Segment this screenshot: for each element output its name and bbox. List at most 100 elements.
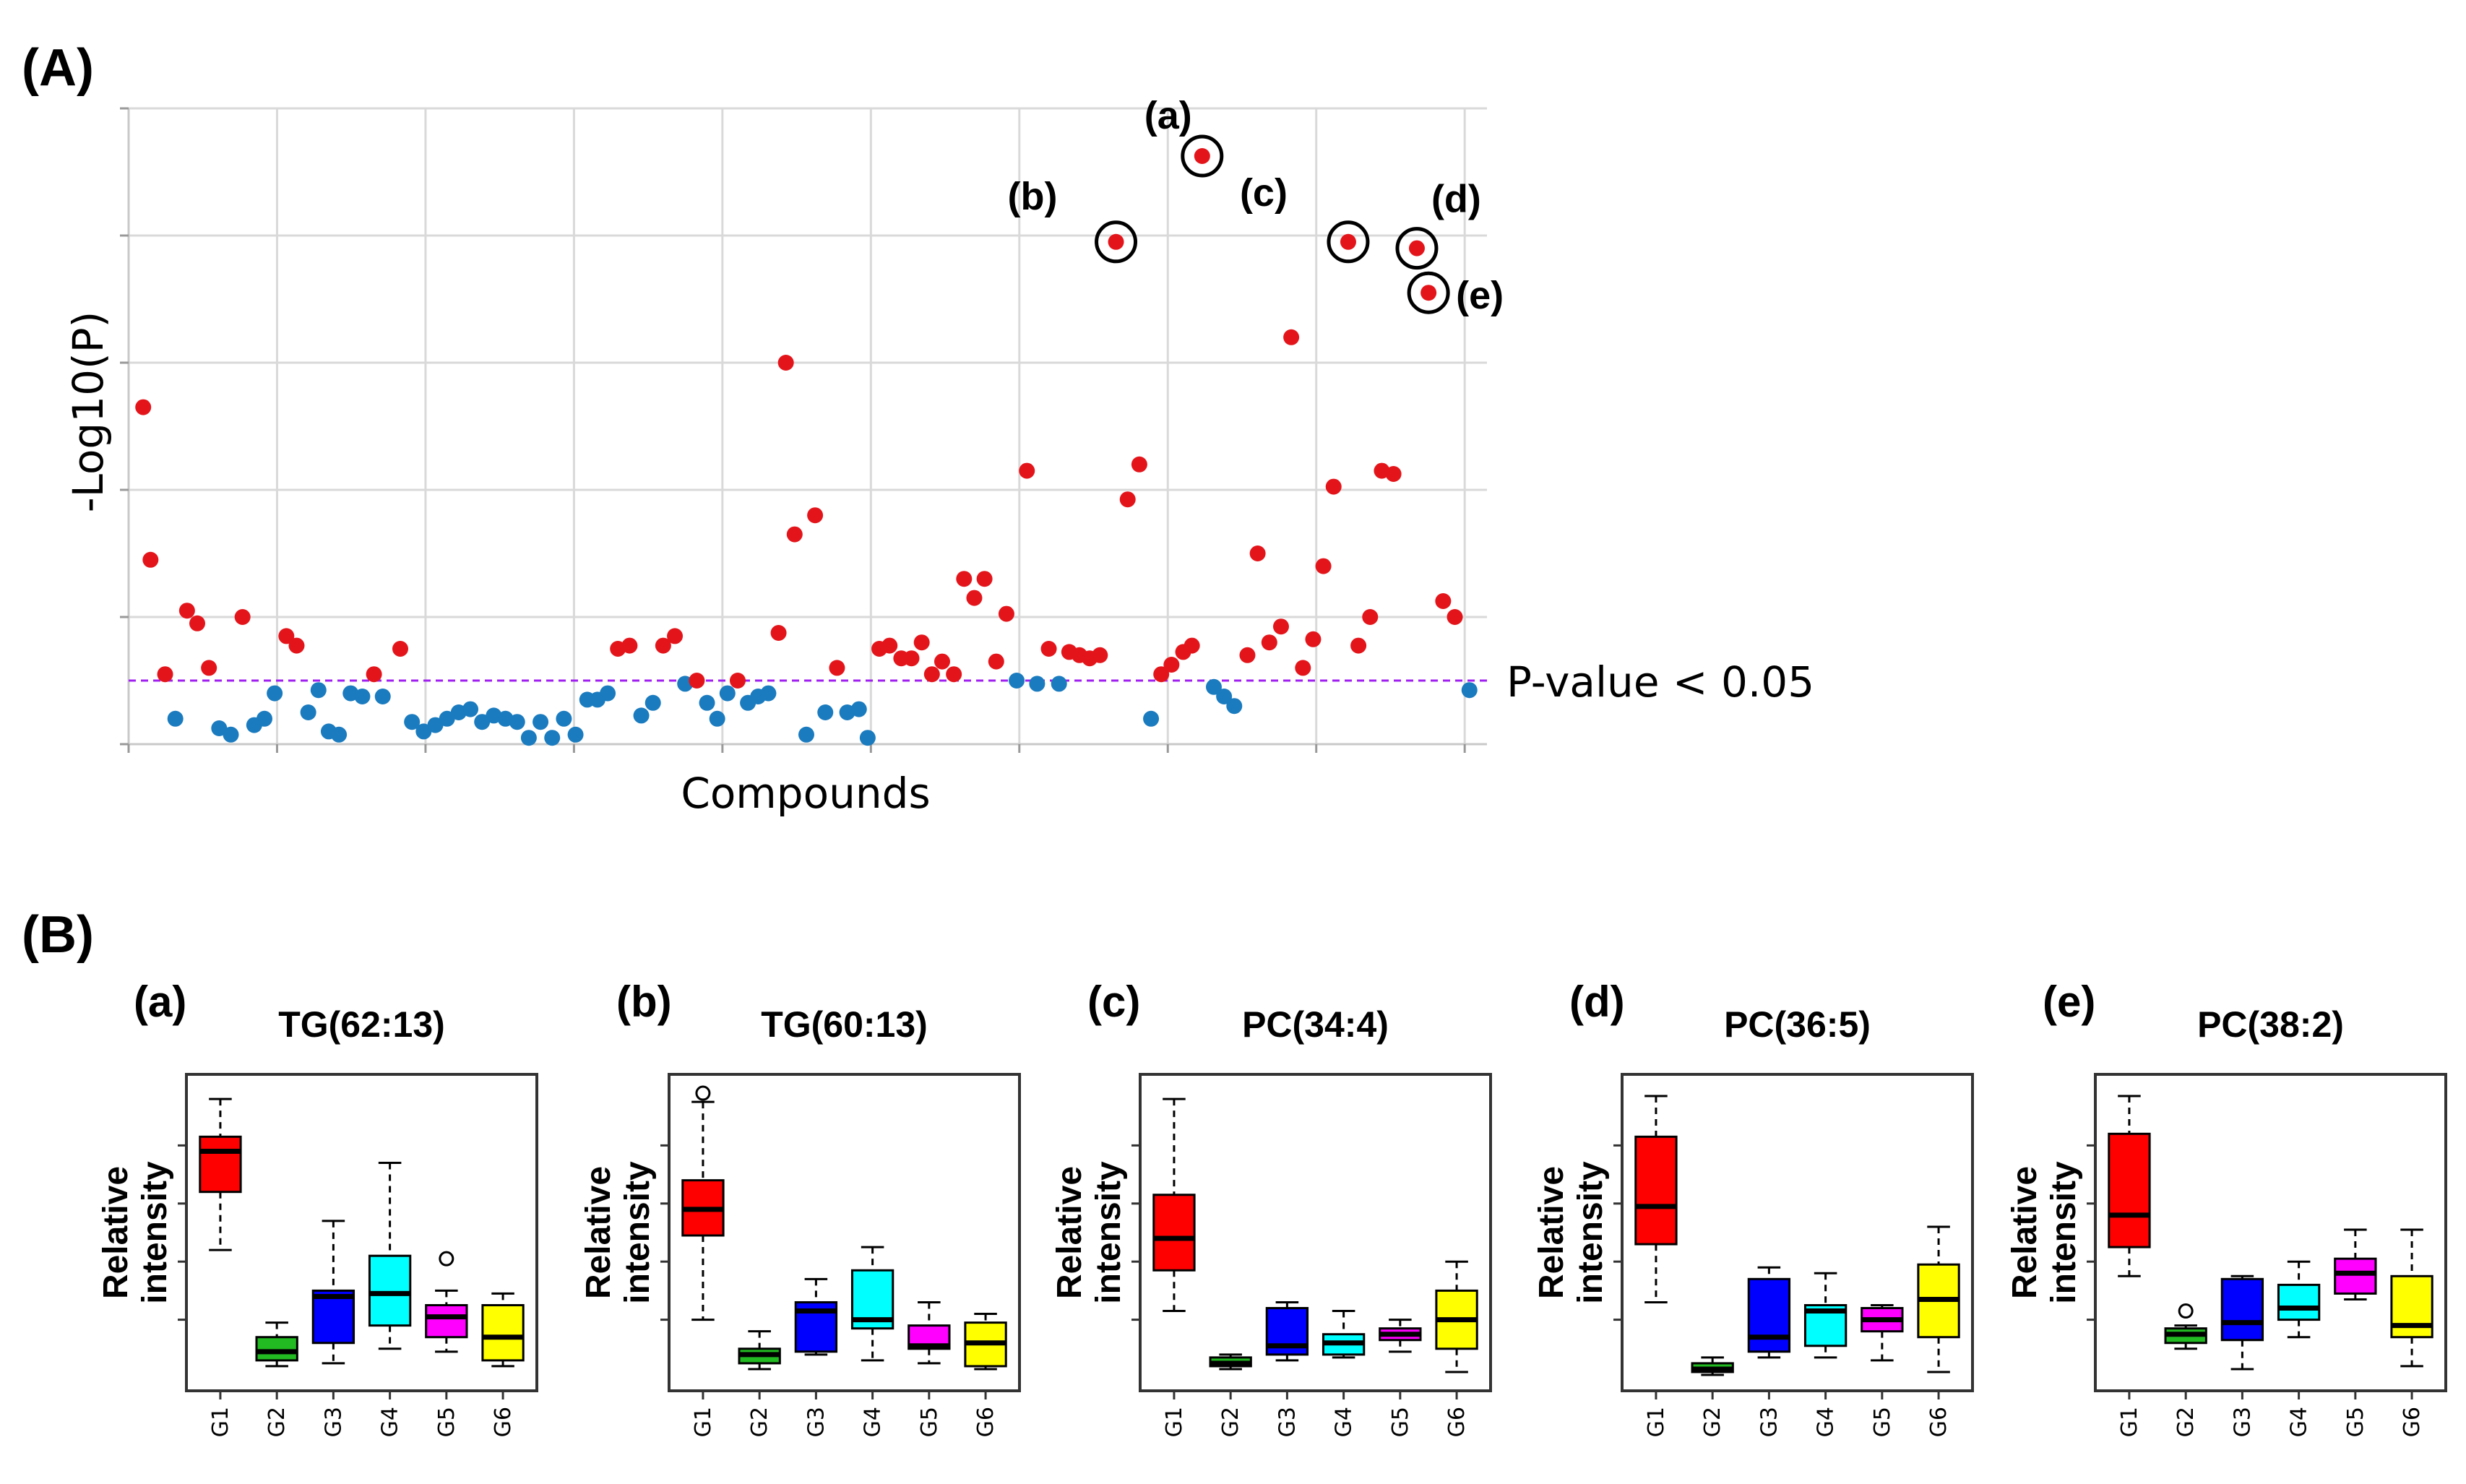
- data-point: [556, 710, 572, 727]
- subplot-tag: (d): [1569, 978, 1625, 1026]
- data-point-significant: [234, 609, 251, 625]
- data-point: [331, 726, 348, 743]
- data-point: [544, 730, 561, 746]
- data-point-significant: [366, 666, 382, 683]
- data-point-significant: [1385, 466, 1402, 482]
- data-point-significant: [689, 673, 705, 689]
- data-point-significant: [998, 605, 1014, 622]
- data-point: [699, 694, 715, 711]
- point-annotation: (a): [1144, 94, 1192, 137]
- subplot-tag: (c): [1087, 978, 1140, 1026]
- group-tick-label: G4: [861, 1407, 886, 1437]
- data-point: [600, 685, 616, 702]
- plot-frame: [1621, 1073, 1974, 1392]
- data-point-significant: [157, 666, 173, 683]
- highlight-ring: [1395, 227, 1439, 270]
- data-point-significant: [189, 615, 206, 631]
- group-tick-label: G6: [1444, 1407, 1470, 1437]
- data-point: [427, 717, 444, 733]
- group-tick-label: G6: [2400, 1407, 2425, 1437]
- group-tick-label: G2: [264, 1407, 290, 1437]
- box: [311, 1289, 355, 1345]
- data-point: [1029, 676, 1046, 692]
- plot-frame: [2094, 1073, 2447, 1392]
- box: [1634, 1135, 1678, 1246]
- data-point-significant: [1108, 233, 1124, 250]
- group-tick-label: G1: [2117, 1407, 2142, 1437]
- group-tick-label: G1: [691, 1407, 716, 1437]
- point-annotation: (d): [1431, 178, 1481, 221]
- group-tick-label: G2: [1700, 1407, 1725, 1437]
- data-point-significant: [966, 590, 983, 606]
- group-tick-label: G3: [1756, 1407, 1782, 1437]
- data-point: [1143, 710, 1160, 727]
- group-tick-label: G3: [803, 1407, 829, 1437]
- scatter-points: [135, 148, 1478, 746]
- data-point-significant: [1420, 285, 1437, 301]
- boxplot-panel: (d) PC(36:5) Relativeintensity G1 G2 G3 G4 G5 G6: [1532, 978, 1974, 1437]
- subplot-title: PC(34:4): [1242, 1004, 1389, 1045]
- group-tick-label: G3: [2230, 1407, 2255, 1437]
- data-point: [167, 710, 184, 727]
- data-point: [256, 710, 272, 727]
- data-point-significant: [135, 399, 152, 415]
- data-point-significant: [278, 628, 295, 644]
- box: [425, 1304, 468, 1339]
- box: [199, 1135, 242, 1194]
- highlight-ring: [1327, 220, 1370, 264]
- data-point-significant: [881, 637, 898, 654]
- data-point-significant: [1194, 148, 1210, 164]
- data-point: [709, 710, 725, 727]
- box: [2220, 1277, 2264, 1342]
- subplot-y-label: Relativeintensity: [1532, 1161, 1610, 1304]
- data-point-significant: [1340, 233, 1356, 250]
- plot-frame: [185, 1073, 538, 1392]
- data-point-significant: [1315, 558, 1332, 574]
- data-point: [760, 685, 777, 702]
- data-point-significant: [1092, 647, 1108, 663]
- y-axis-label: -Log10(P): [64, 311, 113, 513]
- data-point: [462, 701, 479, 717]
- data-point-significant: [1131, 456, 1147, 473]
- highlight-ring: [1181, 134, 1224, 178]
- plot-frame: [1139, 1073, 1492, 1392]
- data-point: [1205, 678, 1222, 695]
- data-point-significant: [777, 355, 794, 371]
- data-point: [1216, 689, 1233, 704]
- data-point-significant: [667, 628, 684, 644]
- group-tick-label: G6: [491, 1407, 516, 1437]
- data-point-significant: [1249, 545, 1266, 561]
- data-point-significant: [178, 603, 195, 619]
- group-tick-label: G2: [747, 1407, 772, 1437]
- data-point-significant: [1119, 491, 1136, 508]
- subplot-y-label: Relativeintensity: [579, 1161, 657, 1304]
- data-point-significant: [142, 551, 159, 568]
- data-point-significant: [1408, 240, 1425, 256]
- group-tick-label: G1: [1162, 1407, 1187, 1437]
- data-point: [859, 730, 876, 746]
- data-point-significant: [201, 660, 217, 676]
- outlier-point: [439, 1251, 454, 1267]
- boxplot-panel: (e) PC(38:2) Relativeintensity G1 G2 G3 G4 G5 G6: [2006, 978, 2447, 1437]
- data-point: [1051, 676, 1067, 692]
- data-point-significant: [1261, 634, 1277, 651]
- data-point: [310, 682, 327, 699]
- outlier-point: [2178, 1303, 2194, 1319]
- box: [2277, 1283, 2321, 1321]
- data-point-significant: [807, 507, 824, 524]
- group-tick-label: G5: [1870, 1407, 1895, 1437]
- data-point: [798, 726, 814, 743]
- data-point-significant: [934, 653, 950, 670]
- data-point-significant: [655, 637, 671, 654]
- x-axis-label: Compounds: [681, 769, 930, 818]
- data-point-significant: [288, 637, 305, 654]
- box: [2108, 1132, 2151, 1248]
- subplot-title: TG(62:13): [278, 1004, 445, 1045]
- box: [481, 1304, 525, 1362]
- data-point: [817, 704, 834, 720]
- box: [1152, 1194, 1196, 1272]
- boxplot-panel: (c) PC(34:4) Relativeintensity G1 G2 G3 G4 G5 G6: [1051, 978, 1492, 1437]
- group-tick-label: G4: [1814, 1407, 1839, 1437]
- scatter-axes: [120, 107, 1487, 753]
